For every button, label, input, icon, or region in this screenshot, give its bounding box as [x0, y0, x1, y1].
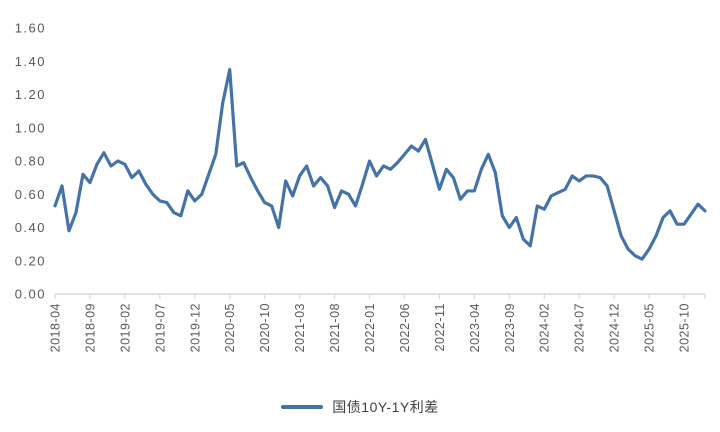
x-axis-label: 2022-11 [433, 303, 447, 351]
x-axis-label: 2022-01 [363, 303, 377, 352]
x-axis-label: 2019-02 [118, 303, 132, 352]
y-axis-label: 0.00 [15, 287, 46, 302]
line-chart: 0.00 0.20 0.40 0.60 0.80 1.00 1.20 1.40 1.60 2018… [15, 21, 707, 352]
y-axis-label: 0.80 [15, 154, 46, 169]
x-axis-label: 2019-12 [188, 303, 202, 352]
series-line [53, 67, 707, 261]
x-axis-label: 2023-04 [468, 303, 482, 352]
x-axis-label: 2018-04 [49, 303, 63, 352]
x-axis-label: 2020-05 [223, 303, 237, 352]
x-axis-label: 2024-07 [573, 303, 587, 352]
x-axis-label: 2020-10 [258, 303, 272, 352]
legend-line-swatch [281, 405, 324, 409]
y-axis-label: 1.20 [15, 87, 46, 102]
x-axis-label: 2025-05 [643, 303, 657, 352]
x-axis-label: 2018-09 [83, 303, 97, 352]
y-axis-label: 1.40 [15, 54, 46, 69]
x-axis-label: 2024-02 [538, 303, 552, 352]
x-axis-label: 2022-06 [398, 303, 412, 352]
x-axis-label: 2021-03 [293, 303, 307, 352]
x-axis-label: 2019-07 [153, 303, 167, 352]
chart-legend: 国债10Y-1Y利差 [0, 392, 720, 422]
x-axis-label: 2021-08 [328, 303, 342, 352]
y-axis-label: 1.60 [15, 21, 46, 36]
x-axis-label: 2023-09 [503, 303, 517, 352]
y-axis-label: 0.60 [15, 187, 46, 202]
y-axis-label: 0.20 [15, 253, 46, 268]
legend-label: 国债10Y-1Y利差 [332, 399, 439, 415]
y-axis-label: 0.40 [15, 220, 46, 235]
y-axis-label: 1.00 [15, 120, 46, 135]
x-axis-label: 2024-12 [608, 303, 622, 352]
x-axis-label: 2025-10 [678, 303, 692, 352]
